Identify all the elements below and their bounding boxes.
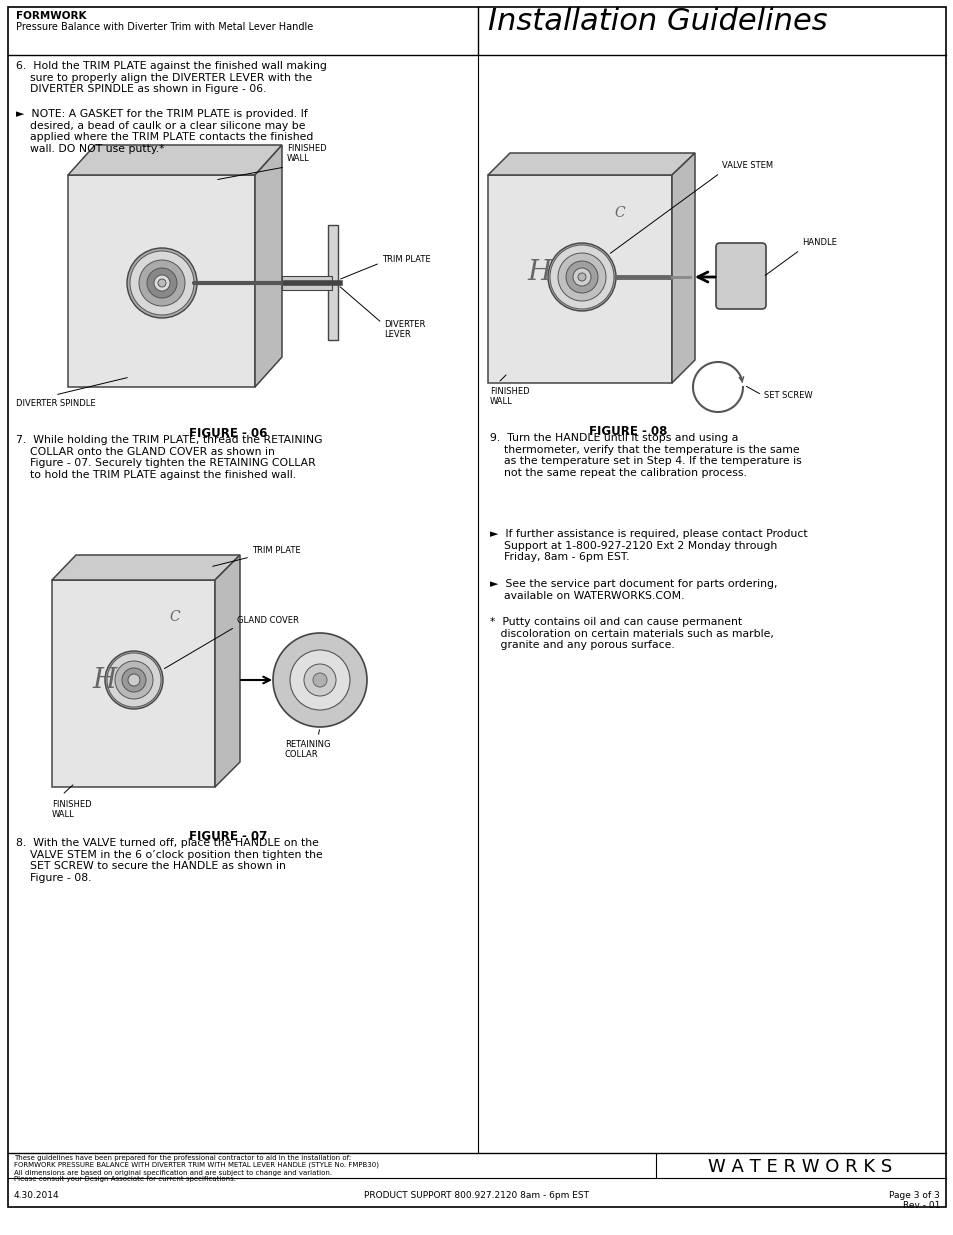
Text: FINISHED
WALL: FINISHED WALL [287,143,326,163]
Circle shape [313,673,327,687]
Text: HANDLE: HANDLE [801,238,836,247]
Text: Page 3 of 3: Page 3 of 3 [888,1191,939,1200]
Bar [328,225,337,340]
Text: DIVERTER SPINDLE: DIVERTER SPINDLE [16,399,95,408]
Text: DIVERTER
LEVER: DIVERTER LEVER [384,320,425,340]
Text: C: C [614,206,624,220]
Circle shape [122,668,146,692]
Circle shape [573,268,590,287]
Circle shape [558,253,605,301]
FancyBboxPatch shape [716,243,765,309]
Polygon shape [68,175,254,387]
Ellipse shape [127,248,196,317]
Ellipse shape [547,243,616,311]
Text: FINISHED
WALL: FINISHED WALL [52,800,91,819]
Circle shape [304,664,335,697]
Text: H: H [92,667,117,694]
Text: These guidelines have been prepared for the professional contractor to aid in th: These guidelines have been prepared for … [14,1155,378,1182]
Circle shape [273,634,367,727]
Text: Installation Guidelines: Installation Guidelines [488,7,827,36]
Text: FORMWORK: FORMWORK [16,11,87,21]
Text: SET SCREW: SET SCREW [763,390,812,399]
Circle shape [153,275,170,291]
Circle shape [158,279,166,287]
Text: 4.30.2014: 4.30.2014 [14,1191,59,1200]
Circle shape [139,261,185,306]
Text: FIGURE - 06: FIGURE - 06 [189,427,267,440]
Text: FIGURE - 08: FIGURE - 08 [588,425,666,438]
Circle shape [107,653,161,706]
Text: TRIM PLATE: TRIM PLATE [381,256,430,264]
Text: ►  If further assistance is required, please contact Product
    Support at 1-80: ► If further assistance is required, ple… [490,529,807,562]
Circle shape [578,273,585,282]
Text: FIGURE - 07: FIGURE - 07 [189,830,267,844]
Text: C: C [170,610,180,624]
Text: 8.  With the VALVE turned off, place the HANDLE on the
    VALVE STEM in the 6 o: 8. With the VALVE turned off, place the … [16,839,322,883]
Polygon shape [488,153,695,175]
Text: Pressure Balance with Diverter Trim with Metal Lever Handle: Pressure Balance with Diverter Trim with… [16,22,313,32]
Polygon shape [671,153,695,383]
Polygon shape [68,144,282,175]
Ellipse shape [105,651,163,709]
Circle shape [128,674,140,685]
Text: 7.  While holding the TRIM PLATE, thread the RETAINING
    COLLAR onto the GLAND: 7. While holding the TRIM PLATE, thread … [16,435,322,480]
Polygon shape [254,144,282,387]
Text: 6.  Hold the TRIM PLATE against the finished wall making
    sure to properly al: 6. Hold the TRIM PLATE against the finis… [16,61,327,94]
Circle shape [290,650,350,710]
Text: Rev - 01: Rev - 01 [902,1200,939,1210]
Text: TRIM PLATE: TRIM PLATE [252,546,300,555]
Text: 9.  Turn the HANDLE until it stops and using a
    thermometer, verify that the : 9. Turn the HANDLE until it stops and us… [490,433,801,478]
Text: FINISHED
WALL: FINISHED WALL [490,387,529,406]
Text: VALVE STEM: VALVE STEM [721,161,772,170]
Text: ►  See the service part document for parts ordering,
    available on WATERWORKS: ► See the service part document for part… [490,579,777,600]
Polygon shape [488,175,671,383]
Circle shape [550,245,614,309]
Text: ►  NOTE: A GASKET for the TRIM PLATE is provided. If
    desired, a bead of caul: ► NOTE: A GASKET for the TRIM PLATE is p… [16,109,313,154]
Bar [282,275,332,290]
Circle shape [130,251,193,315]
Text: *  Putty contains oil and can cause permanent
   discoloration on certain materi: * Putty contains oil and can cause perma… [490,618,773,650]
Polygon shape [52,555,240,580]
Circle shape [115,661,152,699]
Text: GLAND COVER: GLAND COVER [236,616,298,625]
Text: PRODUCT SUPPORT 800.927.2120 8am - 6pm EST: PRODUCT SUPPORT 800.927.2120 8am - 6pm E… [364,1191,589,1200]
Circle shape [565,261,598,293]
Text: RETAINING
COLLAR: RETAINING COLLAR [285,740,330,760]
Text: W A T E R W O R K S: W A T E R W O R K S [707,1158,891,1176]
Polygon shape [52,580,214,787]
Circle shape [147,268,177,298]
Polygon shape [214,555,240,787]
Text: H: H [527,259,552,287]
